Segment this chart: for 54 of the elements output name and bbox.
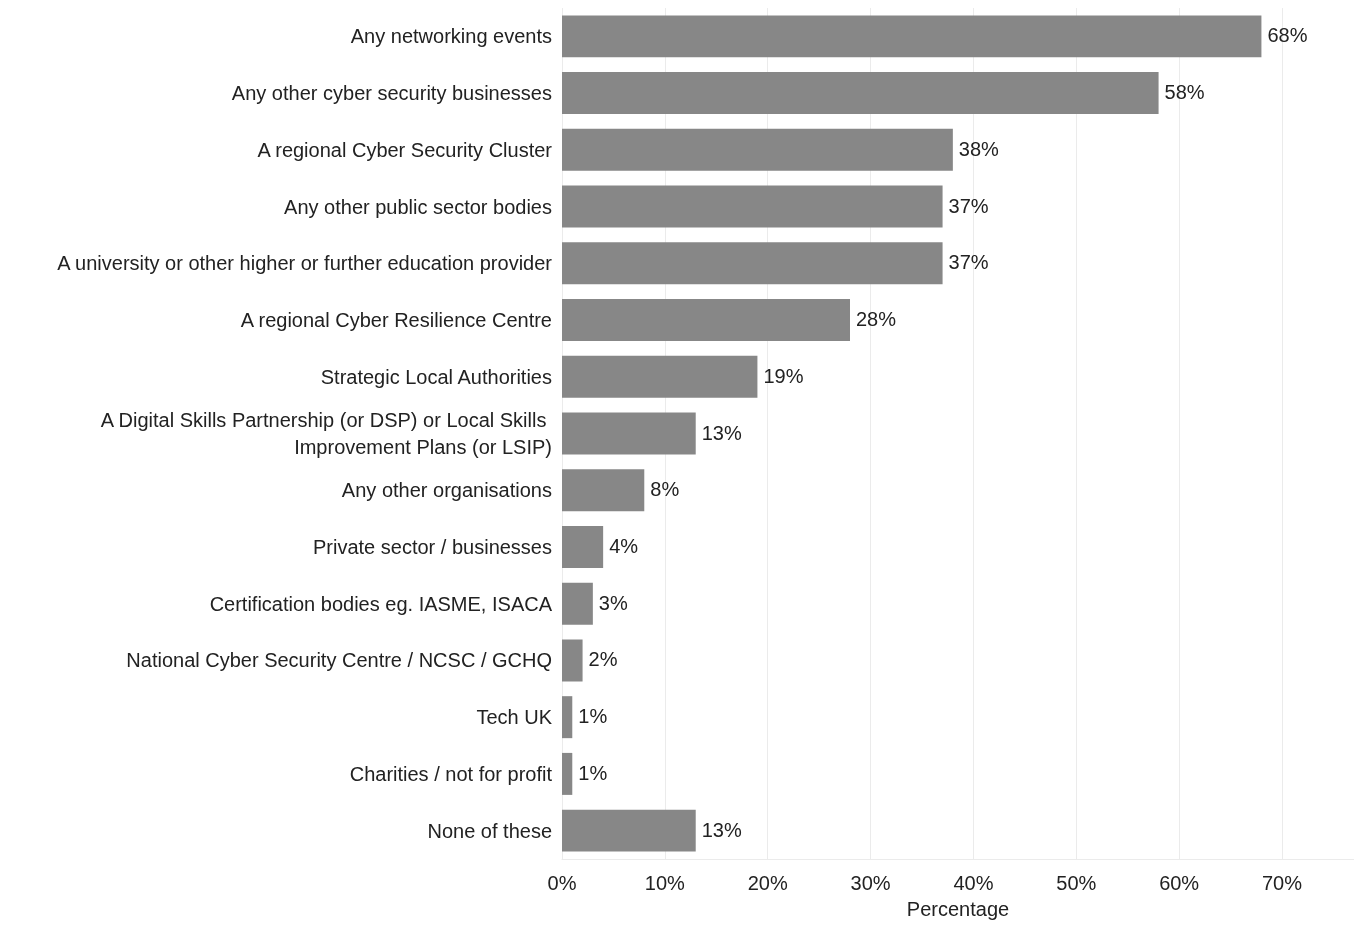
y-tick-label: A university or other higher or further education provider — [57, 252, 553, 275]
x-tick-label: 60% — [1159, 872, 1200, 894]
y-tick-label: A regional Cyber Security Cluster — [257, 138, 553, 161]
data-label: 58% — [1164, 81, 1205, 104]
bar — [562, 412, 696, 455]
bar — [562, 809, 696, 852]
y-tick-label: Charities / not for profit — [349, 762, 553, 785]
bar — [562, 582, 593, 625]
bar — [562, 15, 1262, 58]
data-label: 1% — [578, 761, 608, 784]
x-tick-label: 50% — [1056, 872, 1097, 894]
x-tick-label: 40% — [953, 872, 994, 894]
bar — [562, 639, 583, 682]
x-tick-label: 30% — [850, 872, 891, 894]
data-label: 1% — [578, 705, 608, 728]
data-label: 3% — [598, 591, 628, 614]
x-axis-title: Percentage — [906, 898, 1010, 920]
bar — [562, 299, 850, 342]
bar — [562, 355, 758, 398]
y-tick-label: Any other public sector bodies — [284, 195, 552, 218]
data-label: 37% — [948, 251, 989, 274]
data-label: 4% — [609, 534, 639, 557]
y-tick-label: National Cyber Security Centre / NCSC / GCHQ — [126, 649, 552, 672]
y-tick-label: Any other organisations — [341, 479, 552, 502]
bar — [562, 185, 943, 228]
bar — [562, 469, 645, 512]
data-label: 38% — [958, 137, 1000, 160]
y-tick-label: Tech UK — [476, 706, 553, 729]
data-label: 19% — [763, 364, 804, 387]
bar — [562, 752, 573, 795]
x-tick-label: 10% — [644, 872, 686, 894]
bar — [562, 696, 573, 739]
data-label: 37% — [948, 194, 989, 217]
y-tick-label: Certification bodies eg. IASME, ISACA — [209, 592, 553, 615]
y-tick-label: A regional Cyber Resilience Centre — [240, 309, 552, 332]
data-label: 2% — [588, 648, 618, 671]
data-label: 8% — [650, 478, 680, 501]
x-tick-label: 20% — [747, 872, 788, 894]
x-tick-label: 70% — [1261, 872, 1303, 894]
y-tick-label: Any networking events — [350, 25, 552, 48]
bar — [562, 525, 604, 568]
x-tick-label: 0% — [547, 872, 577, 894]
y-tick-label: Any other cyber security businesses — [231, 82, 552, 105]
y-tick-label: Private sector / businesses — [313, 535, 552, 558]
bar — [562, 72, 1159, 115]
data-label: 13% — [701, 421, 742, 444]
data-label: 68% — [1267, 24, 1308, 47]
data-label: 28% — [856, 308, 897, 331]
y-tick-label: Strategic Local Authorities — [320, 365, 552, 388]
bar — [562, 242, 943, 285]
y-tick-label: None of these — [427, 819, 552, 842]
y-tick-label: A Digital Skills Partnership (or DSP) or Local Skills Improvement Plans (or LSIP) — [100, 409, 552, 458]
bar — [562, 128, 953, 171]
data-label: 13% — [701, 818, 742, 841]
